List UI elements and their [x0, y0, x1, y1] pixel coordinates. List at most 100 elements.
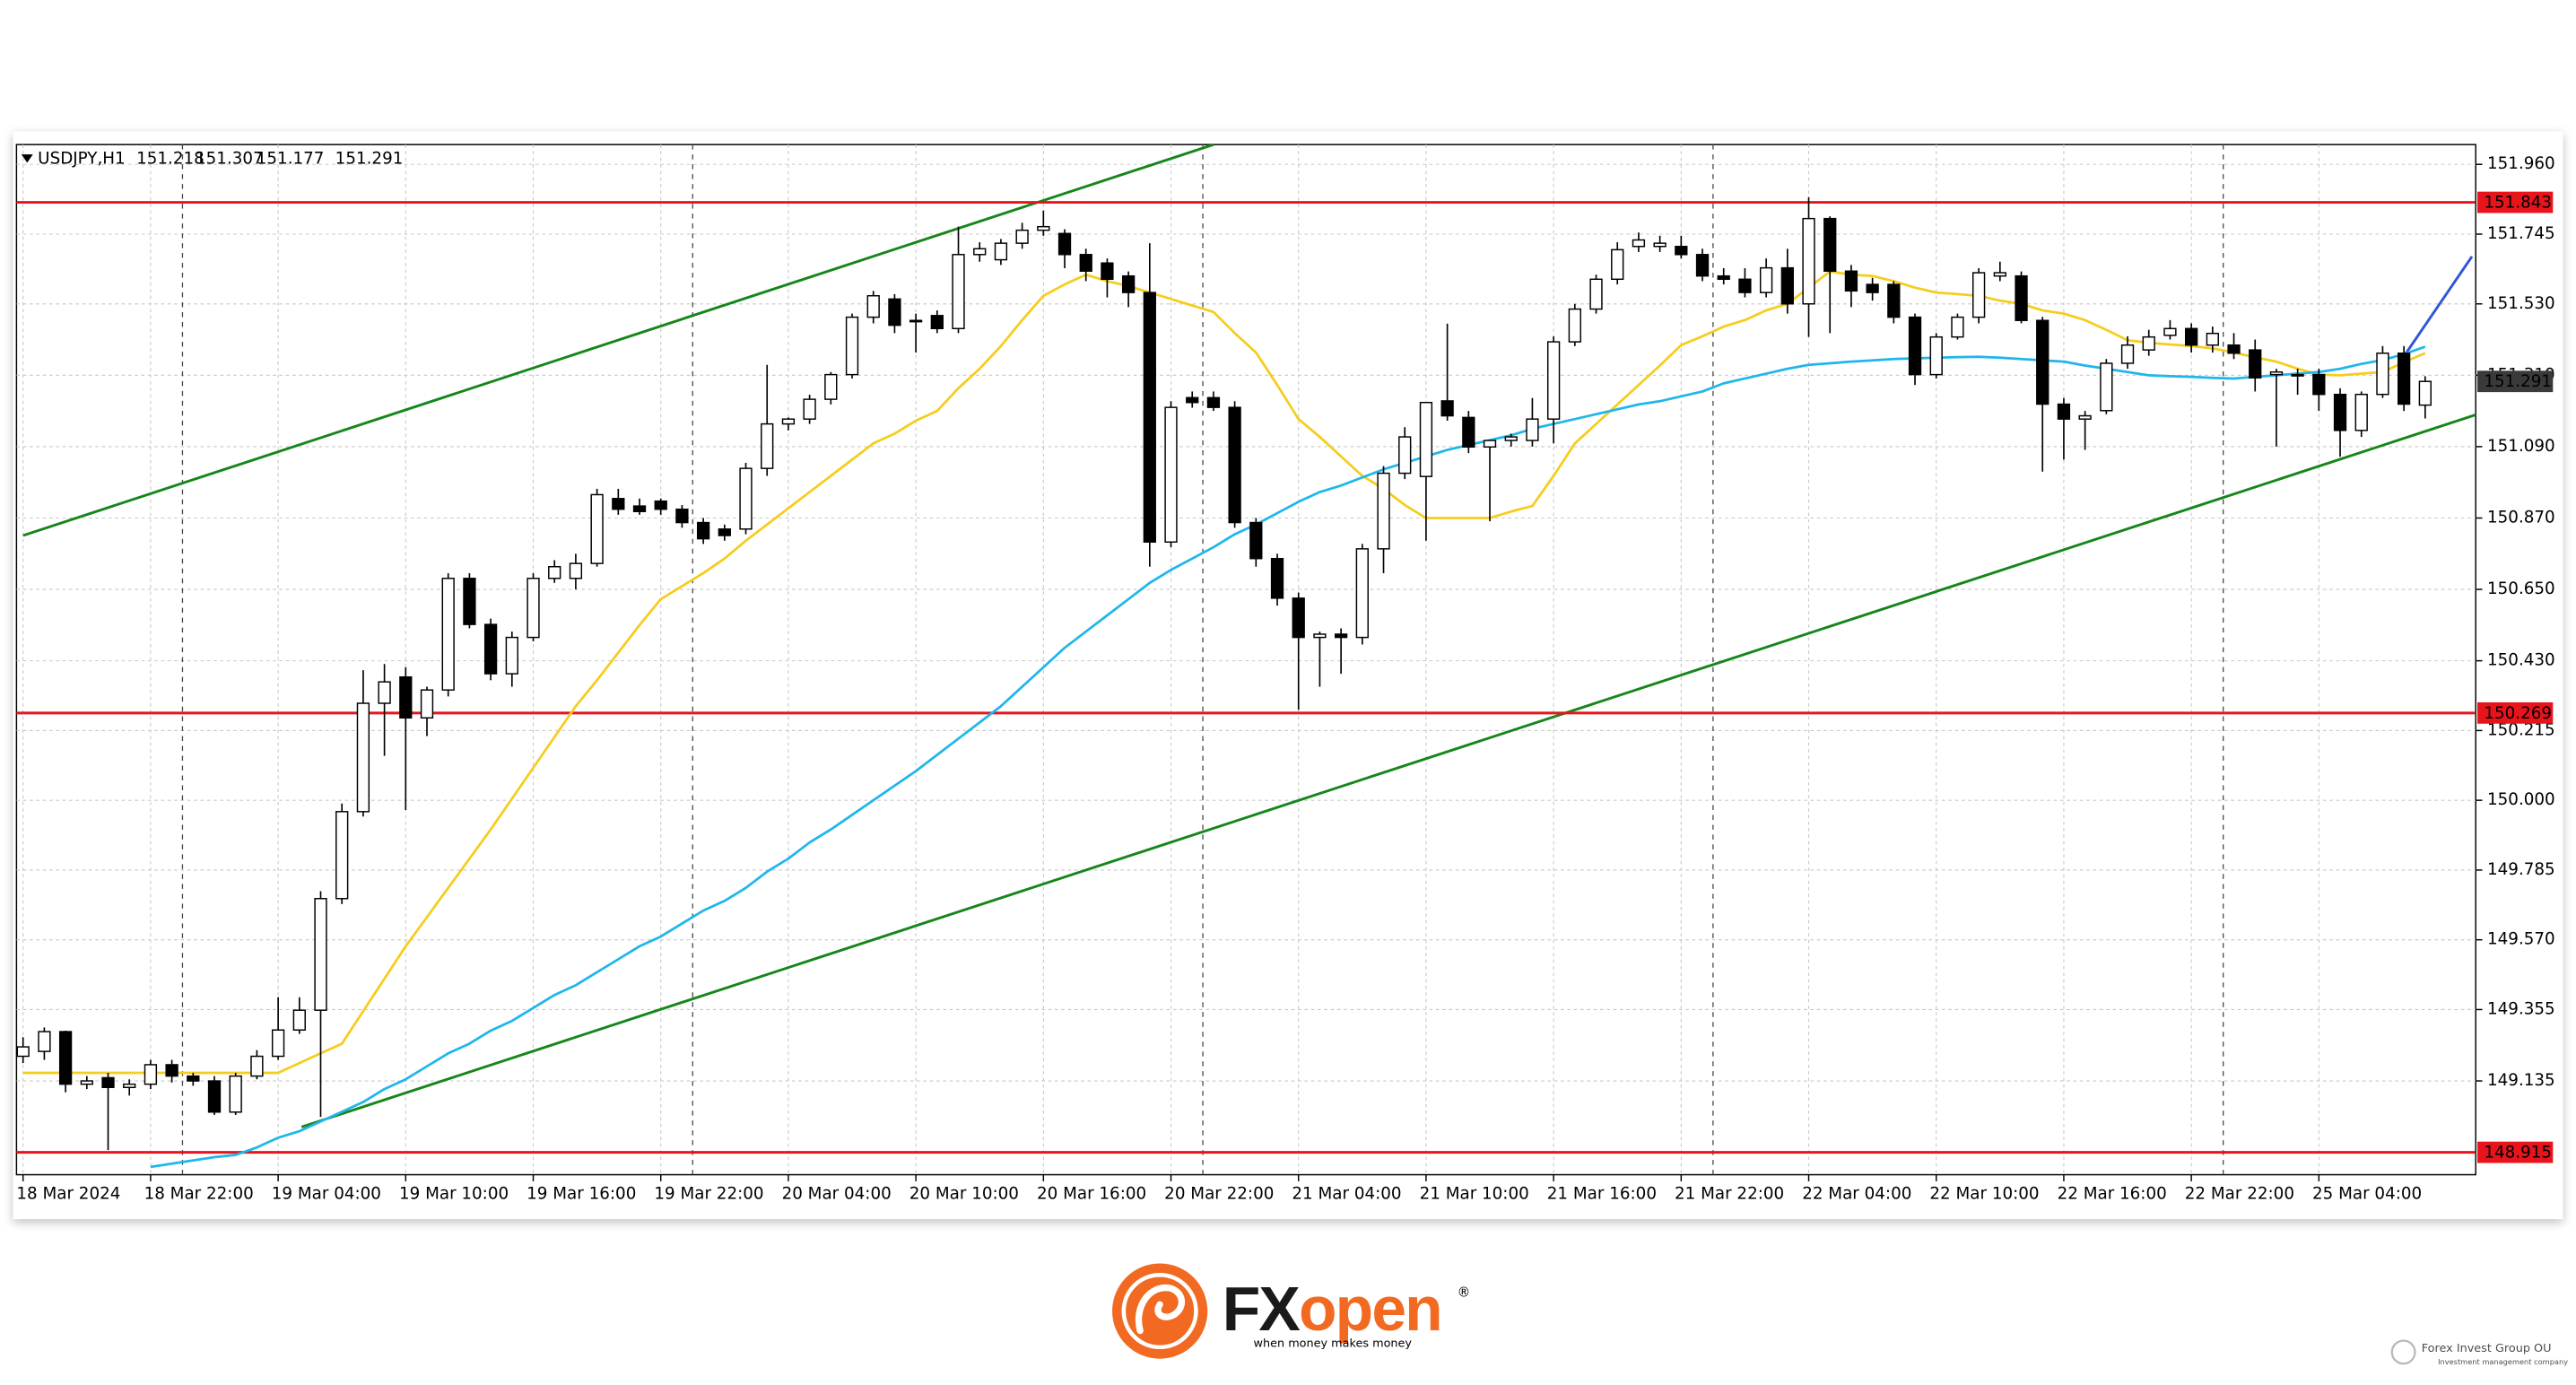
tagline: when money makes money — [1254, 1337, 1413, 1351]
brand-dark: FX — [1223, 1275, 1301, 1345]
candle-body — [1079, 254, 1092, 272]
candle-body — [58, 1031, 73, 1085]
candle-body — [845, 316, 859, 376]
candle-body — [101, 1076, 115, 1088]
candle-body — [2312, 373, 2326, 396]
candle-body — [1546, 341, 1561, 420]
y-tick-label: 151.960 — [2487, 154, 2555, 173]
x-tick-label: 20 Mar 22:00 — [1164, 1185, 1274, 1204]
header-close: 151.291 — [335, 150, 404, 169]
candle-body — [1483, 440, 1497, 449]
candle-body — [696, 521, 710, 540]
candle-body — [1186, 396, 1199, 404]
level-tag — [2477, 701, 2554, 724]
candle-body — [1802, 217, 1815, 305]
candle-body — [1908, 316, 1922, 376]
candle-body — [2269, 370, 2284, 376]
level-tag — [2477, 1141, 2554, 1163]
candle-body — [1611, 248, 1624, 281]
candle-body — [1589, 278, 1603, 310]
candle-body — [271, 1029, 285, 1058]
brand-orange: open — [1299, 1275, 1441, 1345]
candle-body — [1971, 272, 1986, 318]
y-tick-label: 150.650 — [2487, 579, 2555, 598]
candle-body — [2227, 344, 2241, 354]
x-tick-label: 18 Mar 22:00 — [144, 1185, 254, 1204]
candle-body — [1101, 262, 1114, 281]
x-tick-label: 21 Mar 16:00 — [1547, 1185, 1657, 1204]
symbol-menu-arrow[interactable] — [21, 154, 33, 163]
candle-body — [761, 422, 774, 469]
candle-body — [2333, 393, 2347, 431]
candle-body — [2184, 327, 2198, 346]
header-open: 151.218 — [136, 150, 205, 169]
candle-body — [1568, 308, 1581, 343]
candle-body — [1526, 418, 1539, 441]
candle-body — [123, 1083, 136, 1088]
candle-body — [1057, 232, 1072, 256]
plot-area — [15, 144, 2476, 1176]
x-tick-label: 20 Mar 16:00 — [1037, 1185, 1146, 1204]
brand: FXopen — [1223, 1275, 1441, 1345]
x-tick-label: 20 Mar 10:00 — [909, 1185, 1019, 1204]
candle-body — [1270, 557, 1284, 599]
candle-body — [632, 505, 647, 512]
x-tick-label: 22 Mar 22:00 — [2185, 1185, 2294, 1204]
candle-body — [888, 298, 901, 327]
candle-body — [1121, 274, 1136, 293]
candle-body — [1866, 283, 1879, 293]
candle-body — [2249, 349, 2262, 379]
candle-body — [229, 1075, 242, 1113]
candle-body — [1334, 633, 1348, 639]
candle-body — [292, 1009, 306, 1031]
candle-body — [612, 498, 625, 510]
candle-body — [1015, 229, 1029, 244]
y-tick-label: 150.000 — [2487, 790, 2555, 809]
candle-body — [1377, 472, 1390, 550]
x-tick-label: 20 Mar 04:00 — [782, 1185, 892, 1204]
candle-body — [2376, 353, 2389, 396]
candle-body — [1759, 266, 1773, 293]
y-tick-label: 149.355 — [2487, 999, 2555, 1018]
candle-body — [2142, 335, 2155, 351]
candle-body — [483, 623, 498, 675]
candle-body — [527, 578, 540, 639]
watermark-company: Forex Invest Group OU — [2422, 1342, 2552, 1355]
candle-body — [2397, 353, 2411, 405]
candle-body — [1632, 239, 1646, 248]
price-tags: 151.843 150.269 148.915 151.291 — [2477, 191, 2554, 1163]
x-tick-label: 22 Mar 04:00 — [1802, 1185, 1911, 1204]
x-tick-label: 21 Mar 04:00 — [1292, 1185, 1401, 1204]
candle-body — [441, 578, 455, 691]
last-price-label: 151.291 — [2484, 372, 2552, 391]
candle-body — [505, 636, 518, 675]
candle-body — [1228, 406, 1241, 524]
candle-body — [569, 562, 583, 579]
x-tick-label: 21 Mar 22:00 — [1675, 1185, 1784, 1204]
candle-body — [781, 418, 796, 425]
candle-body — [2057, 403, 2071, 420]
logo-dragon — [1135, 1285, 1186, 1335]
candle-body — [1717, 274, 1730, 281]
candle-body — [1951, 316, 1964, 338]
candle-body — [165, 1064, 178, 1077]
candle-body — [2206, 332, 2219, 346]
candle-body — [2163, 327, 2177, 336]
candle-body — [1462, 416, 1475, 449]
candle-body — [2100, 362, 2113, 412]
candle-body — [1695, 254, 1710, 277]
candle-body — [994, 242, 1008, 261]
candle-body — [335, 811, 349, 900]
candle-body — [718, 528, 731, 536]
candle-body — [1398, 436, 1412, 475]
y-tick-label: 150.870 — [2487, 508, 2555, 527]
x-tick-label: 22 Mar 16:00 — [2058, 1185, 2167, 1204]
y-tick-label: 151.090 — [2487, 437, 2555, 456]
candle-body — [207, 1080, 222, 1113]
candle-body — [590, 493, 604, 564]
footer-logo: FXopen ® when money makes money — [1112, 1263, 1470, 1359]
header-low: 151.177 — [257, 150, 325, 169]
level-label: 150.269 — [2484, 704, 2552, 723]
candle-body — [952, 254, 965, 329]
x-tick-label: 21 Mar 10:00 — [1420, 1185, 1529, 1204]
